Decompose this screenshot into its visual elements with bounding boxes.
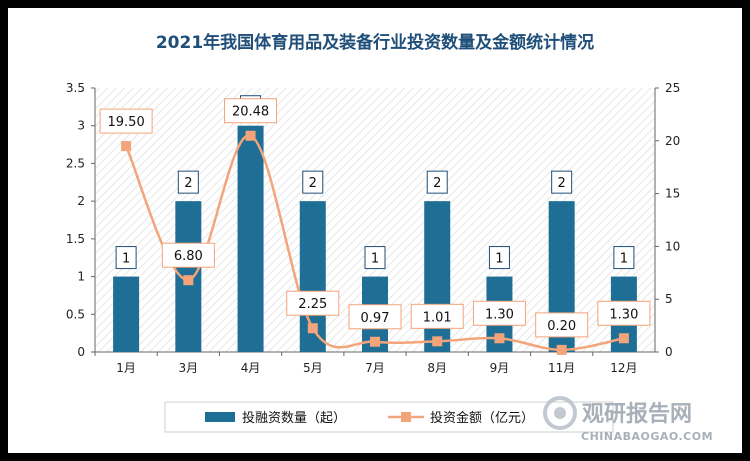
line-point: [121, 141, 132, 152]
x-tick-label: 7月: [365, 361, 385, 375]
line-label: 1.30: [609, 307, 638, 322]
y-left-tick-label: 2: [77, 194, 85, 208]
line-label: 6.80: [174, 249, 203, 264]
bar-label-box: [551, 170, 573, 194]
line-point: [556, 344, 567, 355]
line-point: [307, 323, 318, 334]
x-tick-label: 3月: [179, 361, 199, 375]
y-left-tick-label: 3: [77, 119, 85, 133]
y-left-tick-label: 0: [77, 345, 85, 359]
y-left-tick-label: 1.5: [66, 232, 85, 246]
bar-label: 2: [309, 176, 317, 191]
line-label-box: [410, 303, 464, 329]
y-left-tick-label: 2.5: [66, 156, 85, 170]
line-label: 0.20: [547, 319, 576, 334]
y-right-tick-label: 25: [665, 81, 680, 95]
bar-label: 1: [122, 252, 130, 267]
bar-label-box: [177, 170, 199, 194]
watermark-brand: 观研报告网: [582, 402, 692, 427]
bar: [237, 125, 264, 352]
line-label-box: [472, 300, 526, 326]
line-label-box: [286, 290, 340, 316]
x-tick-label: 4月: [241, 361, 261, 375]
legend-line-marker: [401, 412, 411, 422]
line-point: [245, 130, 256, 141]
y-left-tick-label: 1: [77, 270, 85, 284]
bar: [424, 201, 451, 352]
x-tick-label: 5月: [303, 361, 323, 375]
chart-title: 2021年我国体育用品及装备行业投资数量及金额统计情况: [156, 32, 594, 53]
y-left-tick-label: 3.5: [66, 81, 85, 95]
line-label: 0.97: [361, 311, 390, 326]
bar-label-box: [364, 246, 386, 270]
bar-label: 2: [558, 176, 566, 191]
line-label-box: [99, 108, 153, 134]
line-label-box: [224, 98, 278, 124]
x-tick-label: 8月: [427, 361, 447, 375]
watermark: 观研报告网 CHINABAOGAO.COM: [543, 396, 713, 443]
line-point: [183, 275, 194, 286]
line-label-box: [161, 242, 215, 268]
y-right-tick-label: 20: [665, 134, 680, 148]
x-tick-label: 12月: [610, 361, 637, 375]
legend-bar-swatch: [205, 412, 235, 422]
combo-chart: 2021年我国体育用品及装备行业投资数量及金额统计情况 0 0.5 1 1.5 2 2.5…: [66, 32, 713, 443]
watermark-logo-dot-icon: [554, 407, 566, 419]
bar-label: 2: [433, 176, 441, 191]
bar-label-box: [302, 170, 324, 194]
line-label-box: [535, 312, 589, 338]
bar-label-box: [115, 246, 137, 270]
chart-frame: 2021年我国体育用品及装备行业投资数量及金额统计情况 0 0.5 1 1.5 2 2.5…: [8, 8, 742, 453]
bar-label: 1: [620, 252, 628, 267]
bar-label: 1: [495, 252, 503, 267]
watermark-url: CHINABAOGAO.COM: [581, 430, 713, 443]
legend-bar-label: 投融资数量（起）: [242, 410, 346, 426]
line-series: [121, 130, 629, 355]
legend: 投融资数量（起） 投资金额（亿元）: [164, 401, 614, 433]
bar-label-box: [613, 246, 635, 270]
watermark-logo-icon: [543, 396, 577, 430]
x-tick-label: 11月: [548, 361, 575, 375]
y-right-tick-label: 0: [665, 345, 673, 359]
line-label: 1.30: [485, 307, 514, 322]
x-tick-label: 1月: [116, 361, 136, 375]
line-label: 2.25: [298, 297, 327, 312]
bar-label-box: [488, 246, 510, 270]
line-point: [494, 333, 505, 344]
data-labels: 12321212119.506.8020.482.250.971.011.300…: [99, 95, 651, 338]
line-point: [618, 333, 629, 344]
y-right-tick-label: 5: [665, 292, 673, 306]
line-label-box: [348, 304, 402, 330]
y-right-tick-label: 10: [665, 239, 680, 253]
line-label-box: [597, 300, 651, 326]
bar: [113, 276, 140, 352]
line-point: [432, 336, 443, 347]
bar-label: 1: [371, 252, 379, 267]
bar-label: 2: [184, 176, 192, 191]
y-left-tick-label: 0.5: [66, 307, 85, 321]
line-label: 19.50: [108, 115, 145, 130]
line-label: 1.01: [423, 310, 452, 325]
bar-label-box: [426, 170, 448, 194]
line-label: 20.48: [232, 105, 269, 120]
line-point: [370, 336, 380, 347]
y-right-tick-label: 15: [665, 187, 680, 201]
legend-line-label: 投资金额（亿元）: [430, 410, 534, 426]
x-tick-label: 9月: [490, 361, 510, 375]
